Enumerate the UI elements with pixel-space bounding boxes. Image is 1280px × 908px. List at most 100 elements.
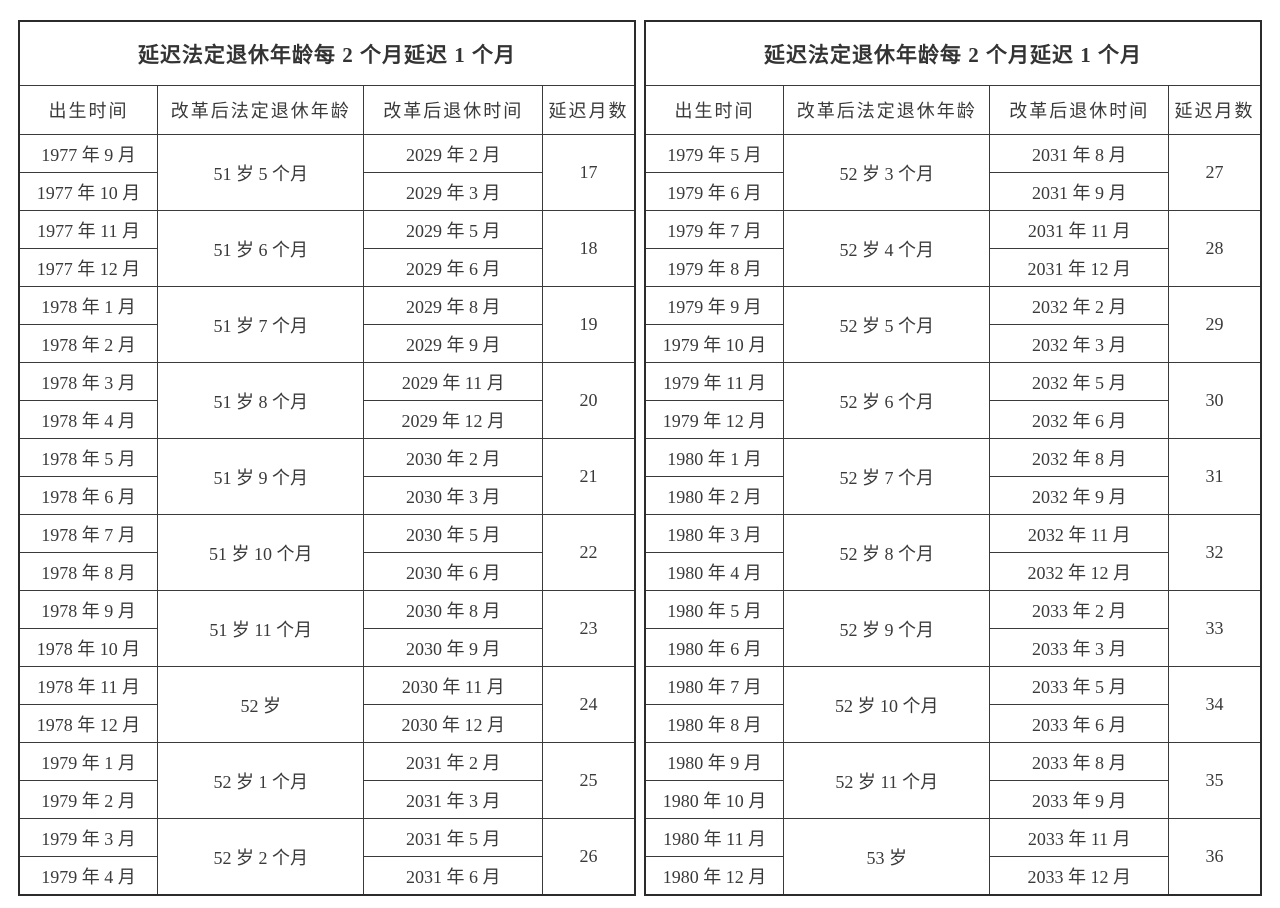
retirement-age-cell: 51 岁 11 个月 [157,590,365,667]
retirement-date-cell: 2030 年 9 月 [363,628,544,667]
retirement-age-cell: 52 岁 5 个月 [783,286,991,363]
birth-date-cell: 1979 年 11 月 [644,362,785,401]
table-body: 1979 年 5 月 52 岁 3 个月 2031 年 8 月 27 1979 年 6 … [644,134,1262,896]
table-row: 1980 年 3 月 52 岁 8 个月 2032 年 11 月 32 [644,514,1262,591]
retirement-date-cell: 2032 年 6 月 [989,400,1170,439]
delay-months-cell: 28 [1168,210,1262,287]
birth-date-cell: 1980 年 12 月 [644,856,785,896]
table-row: 1980 年 2 月 2032 年 9 月 [644,476,1261,515]
delay-months-cell: 24 [542,666,636,743]
table-row: 1978 年 2 月 2029 年 9 月 [18,324,635,363]
column-header-retirement-age: 改革后法定退休年龄 [783,85,991,135]
retirement-table-right: 延迟法定退休年龄每 2 个月延迟 1 个月 出生时间 改革后法定退休年龄 改革后… [644,20,1262,896]
retirement-age-cell: 52 岁 4 个月 [783,210,991,287]
birth-date-cell: 1979 年 3 月 [18,818,159,857]
retirement-date-cell: 2030 年 6 月 [363,552,544,591]
birth-date-cell: 1978 年 4 月 [18,400,159,439]
retirement-date-cell: 2030 年 12 月 [363,704,544,743]
table-row: 1980 年 4 月 2032 年 12 月 [644,552,1261,591]
tables-container: 延迟法定退休年龄每 2 个月延迟 1 个月 出生时间 改革后法定退休年龄 改革后… [18,20,1262,896]
birth-date-cell: 1980 年 10 月 [644,780,785,819]
birth-date-cell: 1977 年 12 月 [18,248,159,287]
table-row: 1979 年 1 月 52 岁 1 个月 2031 年 2 月 25 [18,742,636,819]
birth-date-cell: 1979 年 5 月 [644,134,785,173]
retirement-date-cell: 2033 年 5 月 [989,666,1170,705]
table-row: 1978 年 4 月 2029 年 12 月 [18,400,635,439]
delay-months-cell: 21 [542,438,636,515]
table-row: 1978 年 1 月 51 岁 7 个月 2029 年 8 月 19 [18,286,636,363]
birth-date-cell: 1979 年 7 月 [644,210,785,249]
retirement-date-cell: 2029 年 2 月 [363,134,544,173]
retirement-date-cell: 2030 年 8 月 [363,590,544,629]
column-header-birth-date: 出生时间 [18,85,159,135]
table-row: 1979 年 4 月 2031 年 6 月 [18,856,635,896]
table-body: 1977 年 9 月 51 岁 5 个月 2029 年 2 月 17 1977 年 10… [18,134,636,896]
birth-date-cell: 1979 年 2 月 [18,780,159,819]
retirement-date-cell: 2033 年 12 月 [989,856,1170,896]
column-header-retirement-date: 改革后退休时间 [363,85,544,135]
table-row: 出生时间 改革后法定退休年龄 改革后退休时间 延迟月数 [18,85,636,135]
table-row: 1979 年 2 月 2031 年 3 月 [18,780,635,819]
retirement-date-cell: 2030 年 11 月 [363,666,544,705]
retirement-date-cell: 2032 年 12 月 [989,552,1170,591]
retirement-date-cell: 2029 年 8 月 [363,286,544,325]
table-row: 1979 年 7 月 52 岁 4 个月 2031 年 11 月 28 [644,210,1262,287]
table-row: 1978 年 12 月 2030 年 12 月 [18,704,635,743]
column-header-retirement-date: 改革后退休时间 [989,85,1170,135]
table-row: 1978 年 8 月 2030 年 6 月 [18,552,635,591]
birth-date-cell: 1979 年 12 月 [644,400,785,439]
delay-months-cell: 32 [1168,514,1262,591]
table-row: 出生时间 改革后法定退休年龄 改革后退休时间 延迟月数 [644,85,1262,135]
table-row: 1980 年 1 月 52 岁 7 个月 2032 年 8 月 31 [644,438,1262,515]
birth-date-cell: 1979 年 9 月 [644,286,785,325]
table-row: 1980 年 12 月 2033 年 12 月 [644,856,1261,896]
retirement-date-cell: 2033 年 2 月 [989,590,1170,629]
retirement-age-cell: 51 岁 5 个月 [157,134,365,211]
table-row: 1979 年 5 月 52 岁 3 个月 2031 年 8 月 27 [644,134,1262,211]
retirement-table-left: 延迟法定退休年龄每 2 个月延迟 1 个月 出生时间 改革后法定退休年龄 改革后… [18,20,636,896]
retirement-date-cell: 2031 年 8 月 [989,134,1170,173]
retirement-date-cell: 2030 年 2 月 [363,438,544,477]
delay-months-cell: 22 [542,514,636,591]
table-row: 1977 年 11 月 51 岁 6 个月 2029 年 5 月 18 [18,210,636,287]
birth-date-cell: 1978 年 10 月 [18,628,159,667]
table-row: 1978 年 5 月 51 岁 9 个月 2030 年 2 月 21 [18,438,636,515]
birth-date-cell: 1980 年 1 月 [644,438,785,477]
table-row: 1979 年 8 月 2031 年 12 月 [644,248,1261,287]
birth-date-cell: 1978 年 2 月 [18,324,159,363]
retirement-date-cell: 2031 年 2 月 [363,742,544,781]
retirement-date-cell: 2031 年 3 月 [363,780,544,819]
retirement-age-cell: 52 岁 [157,666,365,743]
retirement-date-cell: 2029 年 6 月 [363,248,544,287]
retirement-date-cell: 2030 年 5 月 [363,514,544,553]
retirement-date-cell: 2031 年 12 月 [989,248,1170,287]
table-row: 延迟法定退休年龄每 2 个月延迟 1 个月 [644,20,1262,86]
birth-date-cell: 1978 年 1 月 [18,286,159,325]
delay-months-cell: 17 [542,134,636,211]
birth-date-cell: 1978 年 11 月 [18,666,159,705]
retirement-age-cell: 52 岁 3 个月 [783,134,991,211]
retirement-date-cell: 2031 年 6 月 [363,856,544,896]
birth-date-cell: 1978 年 6 月 [18,476,159,515]
delay-months-cell: 19 [542,286,636,363]
retirement-age-cell: 51 岁 7 个月 [157,286,365,363]
delay-months-cell: 34 [1168,666,1262,743]
birth-date-cell: 1978 年 9 月 [18,590,159,629]
birth-date-cell: 1980 年 8 月 [644,704,785,743]
birth-date-cell: 1978 年 3 月 [18,362,159,401]
table-row: 延迟法定退休年龄每 2 个月延迟 1 个月 [18,20,636,86]
retirement-date-cell: 2033 年 3 月 [989,628,1170,667]
birth-date-cell: 1980 年 4 月 [644,552,785,591]
table-row: 1979 年 11 月 52 岁 6 个月 2032 年 5 月 30 [644,362,1262,439]
birth-date-cell: 1978 年 7 月 [18,514,159,553]
retirement-age-cell: 52 岁 1 个月 [157,742,365,819]
retirement-age-cell: 51 岁 9 个月 [157,438,365,515]
column-header-birth-date: 出生时间 [644,85,785,135]
birth-date-cell: 1980 年 9 月 [644,742,785,781]
retirement-age-cell: 52 岁 6 个月 [783,362,991,439]
retirement-date-cell: 2029 年 11 月 [363,362,544,401]
retirement-age-cell: 52 岁 2 个月 [157,818,365,896]
retirement-date-cell: 2032 年 9 月 [989,476,1170,515]
birth-date-cell: 1979 年 4 月 [18,856,159,896]
retirement-date-cell: 2032 年 8 月 [989,438,1170,477]
